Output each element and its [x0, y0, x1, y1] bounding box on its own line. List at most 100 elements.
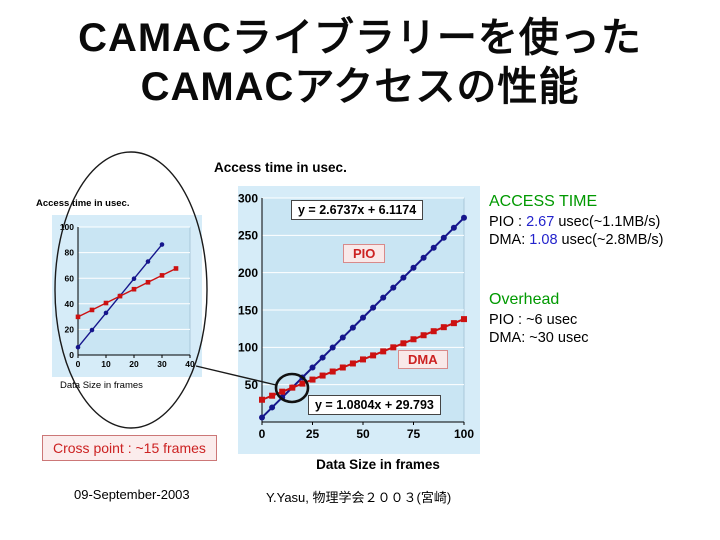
data-point — [410, 336, 417, 343]
slide-title-line1: CAMACライブラリーを使った — [78, 16, 642, 60]
data-point — [103, 300, 109, 306]
data-point — [440, 324, 447, 331]
data-point — [380, 348, 387, 355]
data-point — [440, 234, 447, 241]
data-point — [380, 294, 387, 301]
data-point — [410, 264, 417, 271]
data-point — [461, 214, 467, 221]
pio-access-suffix: usec(~1.1MB/s) — [554, 214, 661, 230]
x-tick-label: 0 — [76, 359, 81, 369]
data-point — [299, 380, 306, 387]
y-tick-label: 300 — [238, 191, 258, 205]
main-chart-caption: Access time in usec. — [214, 160, 347, 175]
inset-chart-xlabel: Data Size in frames — [60, 380, 143, 391]
data-point — [360, 356, 366, 363]
data-point — [259, 396, 265, 403]
data-point — [430, 328, 437, 335]
overhead-pio-line: PIO : ~6 usec — [489, 312, 578, 328]
data-point — [319, 354, 326, 361]
dma-access-time-line: DMA: 1.08 usec(~2.8MB/s) — [489, 232, 719, 248]
x-tick-label: 0 — [259, 427, 266, 441]
data-point — [461, 316, 467, 323]
footer-date: 09-September-2003 — [74, 487, 190, 502]
data-point — [339, 334, 346, 341]
data-point — [329, 344, 336, 351]
y-tick-label: 100 — [238, 341, 258, 355]
data-point — [450, 224, 457, 231]
inset-chart: 0 20 40 60 80 100 0 10 20 30 40 — [52, 215, 202, 377]
data-point — [339, 364, 346, 371]
pio-access-prefix: PIO : — [489, 214, 527, 230]
dma-access-value: 1.08 — [529, 232, 558, 248]
cross-point-callout: Cross point : ~15 frames — [42, 435, 217, 461]
data-point — [159, 242, 165, 247]
data-point — [450, 320, 457, 327]
data-point — [289, 384, 296, 391]
overhead-heading: Overhead — [489, 291, 560, 308]
dma-access-suffix: usec(~2.8MB/s) — [557, 232, 664, 248]
data-point — [430, 244, 437, 251]
y-tick-label: 60 — [65, 273, 75, 283]
x-tick-label: 20 — [129, 359, 139, 369]
overhead-summary: Overhead PIO : ~6 usec DMA: ~30 usec — [489, 291, 719, 346]
x-tick-label: 30 — [157, 359, 167, 369]
data-point — [370, 304, 377, 311]
access-time-summary: ACCESS TIME PIO : 2.67 usec(~1.1MB/s) DM… — [489, 193, 719, 248]
x-tick-label: 50 — [356, 427, 370, 441]
data-point — [89, 307, 95, 313]
y-tick-label: 50 — [245, 378, 259, 392]
data-point — [279, 394, 286, 401]
y-tick-label: 200 — [238, 266, 258, 280]
overhead-dma-line: DMA: ~30 usec — [489, 330, 589, 346]
dma-equation-box: y = 1.0804x + 29.793 — [308, 395, 441, 415]
data-point — [131, 276, 137, 282]
data-point — [309, 376, 316, 383]
pio-equation-box: y = 2.6737x + 6.1174 — [291, 200, 424, 220]
data-point — [173, 266, 179, 271]
data-point — [360, 314, 366, 321]
y-tick-label: 150 — [238, 303, 258, 317]
x-tick-label: 75 — [407, 427, 421, 441]
slide-title: CAMACライブラリーを使った CAMACアクセスの性能 — [0, 14, 720, 112]
dma-series-label: DMA — [398, 350, 448, 369]
pio-access-time-line: PIO : 2.67 usec(~1.1MB/s) — [489, 214, 719, 230]
inset-chart-caption: Access time in usec. — [36, 198, 130, 209]
slide-title-line2: CAMACアクセスの性能 — [140, 64, 580, 109]
data-point — [279, 388, 286, 395]
x-tick-label: 10 — [101, 359, 111, 369]
dma-access-prefix: DMA: — [489, 232, 530, 248]
data-point — [299, 374, 306, 381]
access-time-heading: ACCESS TIME — [489, 193, 598, 210]
data-point — [390, 284, 397, 291]
data-point — [400, 274, 407, 281]
data-point — [349, 360, 356, 367]
data-point — [309, 364, 316, 371]
data-point — [420, 332, 427, 339]
data-point — [329, 368, 336, 375]
data-point — [75, 314, 81, 320]
data-point — [117, 293, 123, 299]
y-tick-label: 100 — [60, 222, 74, 232]
main-chart-xlabel: Data Size in frames — [316, 457, 440, 472]
data-point — [145, 259, 151, 264]
data-point — [145, 279, 151, 285]
y-tick-label: 0 — [69, 350, 74, 360]
y-tick-label: 250 — [238, 229, 258, 243]
data-point — [370, 352, 377, 359]
data-point — [269, 404, 276, 411]
y-tick-label: 40 — [65, 299, 75, 309]
data-point — [159, 273, 165, 278]
data-point — [390, 344, 397, 351]
data-point — [349, 324, 356, 331]
x-tick-label: 25 — [306, 427, 320, 441]
pio-series-label: PIO — [343, 244, 386, 263]
data-point — [259, 414, 265, 421]
data-point — [75, 344, 81, 350]
y-tick-label: 80 — [65, 248, 75, 258]
pio-access-value: 2.67 — [526, 214, 555, 230]
data-point — [103, 310, 109, 316]
x-tick-label: 100 — [454, 427, 474, 441]
x-tick-label: 40 — [185, 359, 195, 369]
data-point — [89, 327, 95, 333]
